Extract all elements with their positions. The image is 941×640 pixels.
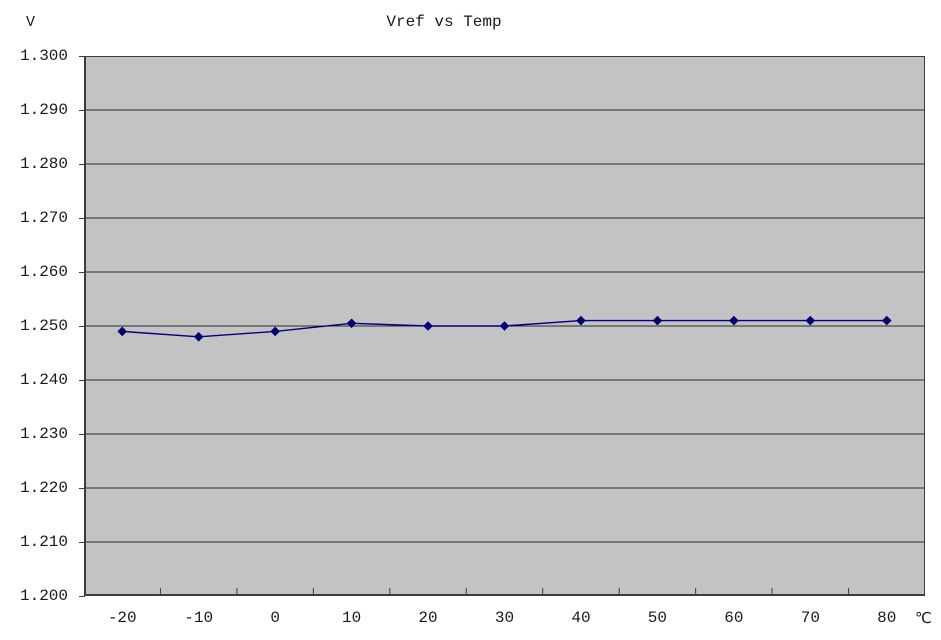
x-axis-tick-label: 30 <box>494 609 515 627</box>
y-axis-tick <box>79 56 85 57</box>
y-axis-tick-label: 1.280 <box>19 155 68 173</box>
x-axis-tick-label: 80 <box>877 609 897 627</box>
data-point-marker <box>117 326 128 337</box>
y-axis-tick-label: 1.220 <box>19 479 68 497</box>
chart-title: Vref vs Temp <box>386 13 502 31</box>
x-axis-tick-label: 10 <box>341 609 362 627</box>
y-axis-tick <box>79 542 85 543</box>
y-axis-tick-label: 1.210 <box>19 533 68 551</box>
y-axis-tick <box>79 218 85 219</box>
data-point-marker <box>270 326 280 337</box>
x-axis-tick-label: 50 <box>647 609 668 627</box>
y-axis-tick-label: 1.260 <box>19 263 68 281</box>
plot-area <box>84 56 925 596</box>
x-axis-tick-label: -10 <box>184 609 214 627</box>
data-point-marker <box>652 315 663 326</box>
x-axis-unit-label: ℃ <box>915 611 932 628</box>
y-axis-tick-label: 1.230 <box>19 425 68 443</box>
x-axis-tick-label: 0 <box>270 609 280 627</box>
y-axis-tick <box>79 110 85 111</box>
x-axis-tick-label: 60 <box>724 609 744 627</box>
y-axis-unit-label: V <box>26 14 36 31</box>
x-axis-tick-label: -20 <box>107 609 137 627</box>
x-axis-tick-label: 40 <box>571 609 591 627</box>
series-svg <box>84 56 925 596</box>
y-axis-tick <box>79 326 85 327</box>
y-axis-tick <box>79 596 85 597</box>
y-axis-tick <box>79 434 85 435</box>
x-axis-tick-label: 20 <box>418 609 438 627</box>
y-axis-tick-label: 1.240 <box>19 371 68 389</box>
data-point-marker <box>729 315 739 326</box>
y-axis-tick <box>79 272 85 273</box>
x-axis-tick-label: 70 <box>800 609 820 627</box>
data-point-marker <box>576 315 586 326</box>
data-point-marker <box>193 332 204 342</box>
y-axis-tick <box>79 488 85 489</box>
y-axis-tick-label: 1.250 <box>19 317 68 335</box>
data-point-marker <box>346 318 357 329</box>
y-axis-tick-label: 1.200 <box>19 587 68 605</box>
y-axis-tick <box>79 380 85 381</box>
data-point-marker <box>881 315 892 326</box>
y-axis-tick-label: 1.290 <box>19 101 68 119</box>
data-point-marker <box>499 321 510 331</box>
y-axis-tick-label: 1.300 <box>19 47 68 65</box>
data-point-marker <box>423 321 433 331</box>
y-axis-tick <box>79 164 85 165</box>
y-axis-tick-label: 1.270 <box>19 209 68 227</box>
data-point-marker <box>805 315 816 326</box>
